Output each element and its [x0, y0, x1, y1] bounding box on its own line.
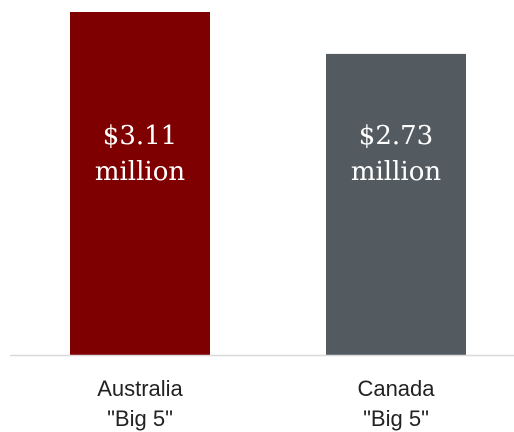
category-2-label-line-1: Canada — [357, 376, 435, 401]
bar-2-value-label-line-2: million — [351, 157, 442, 187]
bars-layer — [70, 12, 466, 355]
bar-2 — [326, 53, 466, 355]
category-1-label-line-1: Australia — [97, 376, 183, 401]
bar-1 — [70, 12, 210, 355]
bar-2-value-label-line-1: $2.73 — [359, 121, 433, 151]
bar-1-value-label-line-2: million — [95, 157, 186, 187]
category-1-label-line-2: "Big 5" — [107, 406, 173, 431]
labels-layer: $3.11 million Australia "Big 5" $2.73 million… — [95, 121, 442, 431]
bar-1-value-label-line-1: $3.11 — [103, 121, 177, 151]
category-2-label-line-2: "Big 5" — [363, 406, 429, 431]
